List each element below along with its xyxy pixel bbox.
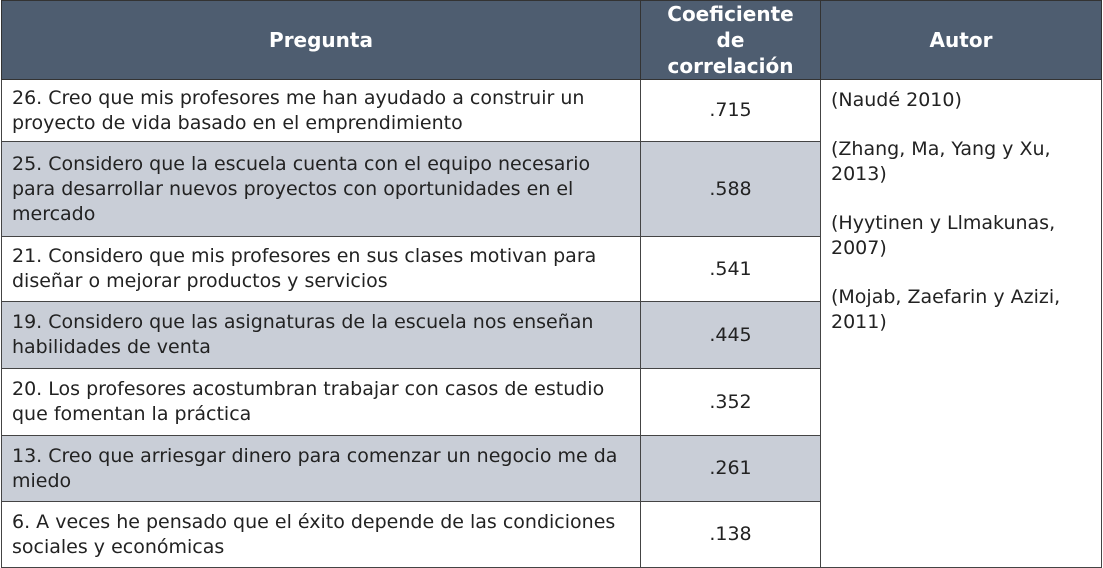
table-row: 20. Los profesores acostumbran trabajar … [1, 368, 1102, 436]
coefficient-cell: .715 [640, 79, 821, 142]
author-entry: (Hyytinen y Llmakunas, 2007) [831, 212, 1056, 259]
header-cell: Coeficiente de correlación [640, 0, 821, 80]
question-cell: 25. Considero que la escuela cuenta con … [1, 141, 641, 237]
coefficient-cell: .588 [640, 141, 821, 237]
table-body: 26. Creo que mis profesores me han ayuda… [1, 79, 1102, 568]
coefficient-cell: .352 [640, 368, 821, 436]
coefficient-cell: .138 [640, 501, 821, 568]
question-cell: 20. Los profesores acostumbran trabajar … [1, 368, 641, 436]
author-cell: (Naudé 2010) (Zhang, Ma, Yang y Xu, 2013)… [820, 79, 1102, 568]
table-row: 21. Considero que mis profesores en sus … [1, 236, 1102, 302]
author-entry: (Naudé 2010) [831, 89, 962, 111]
header-cell: Autor [820, 0, 1102, 80]
question-cell: 26. Creo que mis profesores me han ayuda… [1, 79, 641, 142]
table-row: 13. Creo que arriesgar dinero para comen… [1, 435, 1102, 502]
question-cell: 19. Considero que las asignaturas de la … [1, 301, 641, 369]
question-cell: 6. A veces he pensado que el éxito depen… [1, 501, 641, 568]
question-cell: 21. Considero que mis profesores en sus … [1, 236, 641, 302]
header-row: Pregunta Coeficiente de correlación Auto… [1, 0, 1102, 80]
header-cell: Pregunta [1, 0, 641, 80]
table-row: 25. Considero que la escuela cuenta con … [1, 141, 1102, 237]
table-row: 6. A veces he pensado que el éxito depen… [1, 501, 1102, 568]
question-cell: 13. Creo que arriesgar dinero para comen… [1, 435, 641, 502]
coefficient-cell: .445 [640, 301, 821, 369]
author-entry: (Mojab, Zaefarin y Azizi, 2011) [831, 286, 1061, 333]
table-header: Pregunta Coeficiente de correlación Auto… [1, 0, 1102, 80]
author-entry: (Zhang, Ma, Yang y Xu, 2013) [831, 138, 1051, 185]
table-row: 26. Creo que mis profesores me han ayuda… [1, 79, 1102, 568]
coefficient-cell: .541 [640, 236, 821, 302]
coefficient-cell: .261 [640, 435, 821, 502]
